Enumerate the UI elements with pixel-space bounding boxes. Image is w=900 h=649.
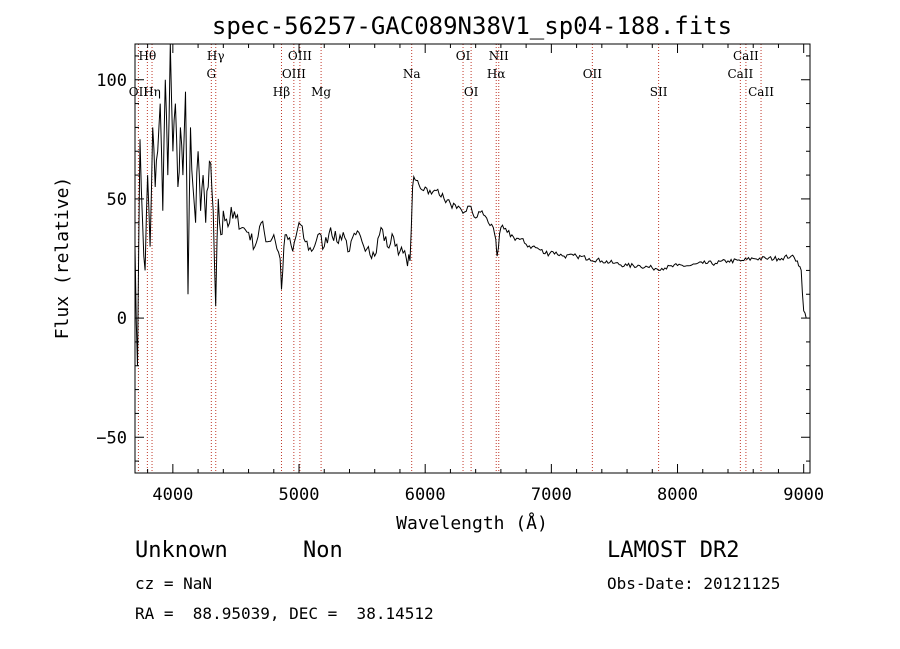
x-tick-label-4: 8000: [657, 485, 698, 505]
y-tick-label-0: −50: [96, 428, 127, 448]
line-marker-label-1: OII: [129, 85, 149, 99]
line-marker-label-17: CaII: [727, 67, 753, 81]
redshift-cz: cz = NaN: [135, 574, 213, 593]
axis-ticks: 4000 5000 6000 7000 8000 9000 −50 0 50 100: [96, 44, 824, 505]
line-marker-label-10: OI: [456, 49, 471, 63]
object-class: Unknown: [135, 538, 228, 563]
x-tick-label-0: 4000: [152, 485, 193, 505]
line-marker-label-14: OII: [583, 67, 603, 81]
y-tick-label-2: 50: [107, 190, 127, 210]
line-marker-label-3: Hγ: [207, 49, 225, 63]
x-tick-label-1: 5000: [279, 485, 320, 505]
spectrum-series: [134, 43, 807, 366]
coordinates: RA = 88.95039, DEC = 38.14512: [135, 604, 434, 623]
line-marker-label-8: Mg: [311, 85, 331, 99]
x-tick-label-5: 9000: [783, 485, 824, 505]
line-marker-label-11: OI: [464, 85, 479, 99]
y-tick-label-1: 0: [117, 309, 127, 329]
line-marker-label-2: Hη: [143, 85, 161, 99]
plot-frame: [134, 43, 811, 474]
line-marker-label-0: Hθ: [139, 49, 157, 63]
line-marker-label-7: OIII: [282, 67, 306, 81]
line-marker-label-18: CaII: [748, 85, 774, 99]
survey-name: LAMOST DR2: [607, 538, 740, 563]
line-marker-label-12: NII: [489, 49, 509, 63]
chart-title: spec-56257-GAC089N38V1_sp04-188.fits: [212, 12, 732, 40]
line-marker-label-16: CaII: [733, 49, 759, 63]
line-marker-label-6: OIII: [288, 49, 312, 63]
spectrum-line-0: [134, 43, 807, 366]
y-axis-label: Flux (relative): [52, 177, 73, 340]
line-marker-label-15: SII: [650, 85, 668, 99]
line-marker-label-5: Hβ: [273, 85, 290, 99]
y-tick-label-3: 100: [96, 71, 127, 91]
x-tick-label-2: 6000: [405, 485, 446, 505]
x-axis-label: Wavelength (Å): [396, 512, 548, 534]
line-marker-label-13: Hα: [487, 67, 506, 81]
observation-date: Obs-Date: 20121125: [607, 574, 781, 593]
object-subclass: Non: [303, 538, 343, 563]
line-marker-label-4: G: [207, 67, 217, 81]
line-marker-label-9: Na: [403, 67, 421, 81]
x-tick-label-3: 7000: [531, 485, 572, 505]
